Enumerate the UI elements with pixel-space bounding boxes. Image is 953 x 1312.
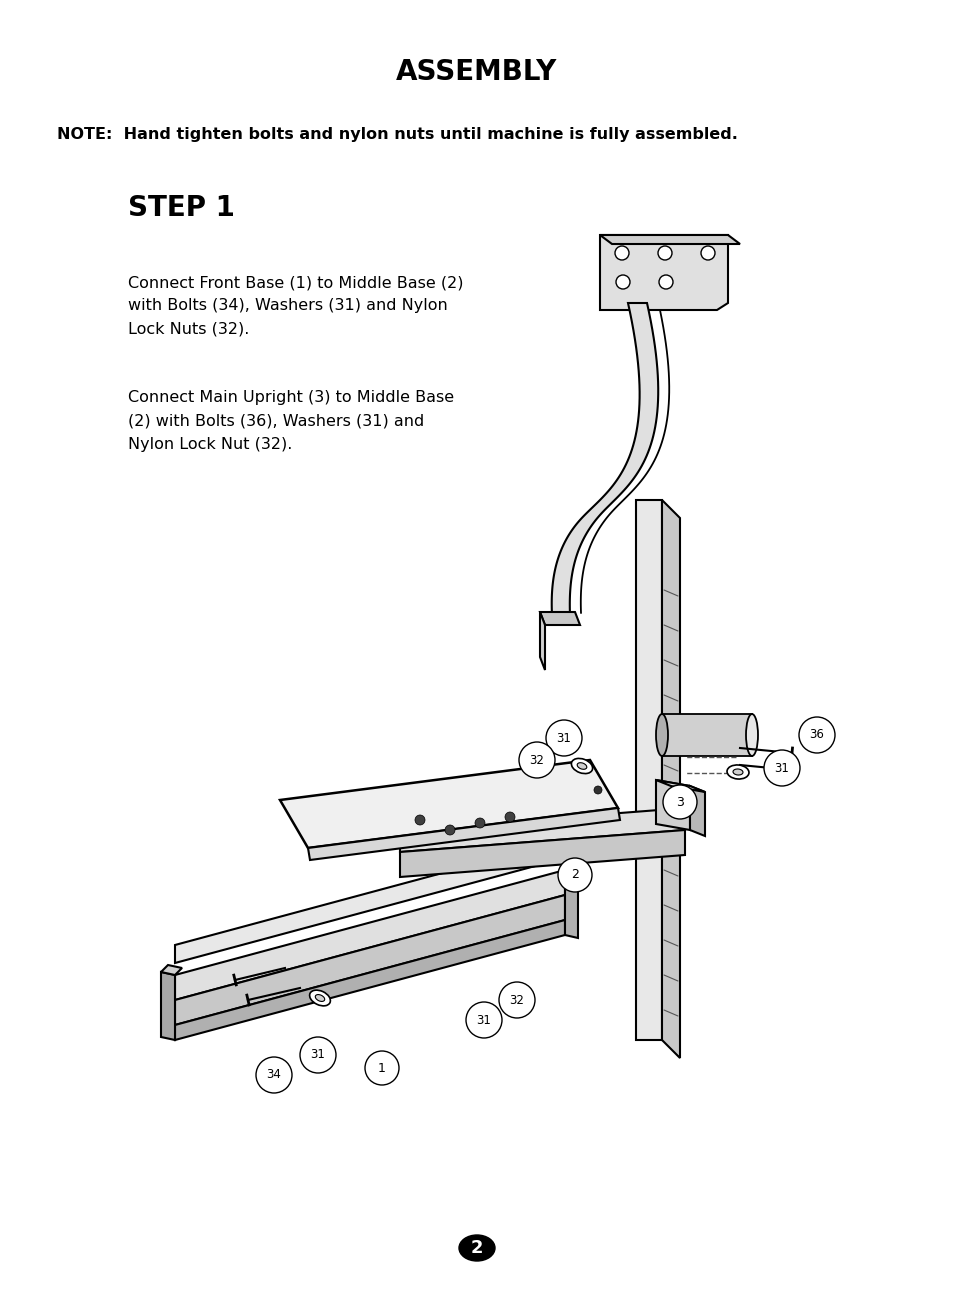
- Circle shape: [594, 786, 601, 794]
- Polygon shape: [689, 786, 704, 836]
- Ellipse shape: [310, 991, 330, 1006]
- Circle shape: [444, 825, 455, 834]
- Polygon shape: [174, 870, 564, 1000]
- Text: 34: 34: [266, 1068, 281, 1081]
- Text: STEP 1: STEP 1: [128, 194, 234, 222]
- Polygon shape: [656, 781, 689, 830]
- Polygon shape: [564, 870, 578, 938]
- Circle shape: [662, 785, 697, 819]
- Ellipse shape: [745, 714, 758, 756]
- Circle shape: [658, 247, 671, 260]
- Circle shape: [615, 247, 628, 260]
- Ellipse shape: [571, 758, 592, 774]
- Text: 3: 3: [676, 795, 683, 808]
- Ellipse shape: [656, 714, 667, 756]
- Circle shape: [504, 812, 515, 823]
- Polygon shape: [399, 830, 684, 876]
- Polygon shape: [174, 920, 564, 1040]
- Polygon shape: [280, 760, 618, 848]
- Ellipse shape: [577, 762, 586, 769]
- Text: NOTE:  Hand tighten bolts and nylon nuts until machine is fully assembled.: NOTE: Hand tighten bolts and nylon nuts …: [57, 127, 737, 143]
- Circle shape: [518, 743, 555, 778]
- Ellipse shape: [732, 769, 742, 775]
- Polygon shape: [551, 303, 658, 615]
- Text: 31: 31: [774, 761, 789, 774]
- Circle shape: [415, 815, 424, 825]
- Text: 32: 32: [509, 993, 524, 1006]
- Text: Connect Main Upright (3) to Middle Base
(2) with Bolts (36), Washers (31) and
Ny: Connect Main Upright (3) to Middle Base …: [128, 390, 454, 451]
- Text: 1: 1: [377, 1061, 386, 1075]
- Circle shape: [255, 1057, 292, 1093]
- Polygon shape: [599, 235, 727, 310]
- Polygon shape: [174, 895, 564, 1025]
- Text: 2: 2: [470, 1239, 483, 1257]
- Polygon shape: [636, 500, 661, 1040]
- Ellipse shape: [726, 765, 748, 779]
- Polygon shape: [539, 611, 544, 670]
- Circle shape: [299, 1036, 335, 1073]
- Polygon shape: [174, 840, 564, 963]
- Text: ASSEMBLY: ASSEMBLY: [395, 58, 558, 87]
- Circle shape: [659, 276, 672, 289]
- Polygon shape: [161, 972, 174, 1040]
- Text: 31: 31: [556, 732, 571, 744]
- Text: 31: 31: [311, 1048, 325, 1061]
- Circle shape: [700, 247, 714, 260]
- Text: 2: 2: [571, 869, 578, 882]
- Circle shape: [763, 750, 800, 786]
- Circle shape: [545, 720, 581, 756]
- Polygon shape: [539, 611, 579, 625]
- Circle shape: [616, 276, 629, 289]
- Circle shape: [475, 817, 484, 828]
- Text: 36: 36: [809, 728, 823, 741]
- Text: 31: 31: [476, 1013, 491, 1026]
- Polygon shape: [661, 500, 679, 1057]
- Circle shape: [498, 981, 535, 1018]
- Polygon shape: [399, 808, 684, 851]
- Polygon shape: [161, 966, 182, 975]
- Polygon shape: [656, 781, 704, 792]
- Text: 32: 32: [529, 753, 544, 766]
- Polygon shape: [599, 235, 740, 244]
- Ellipse shape: [314, 994, 324, 1001]
- Bar: [661, 714, 751, 756]
- Circle shape: [465, 1002, 501, 1038]
- Circle shape: [799, 716, 834, 753]
- Polygon shape: [308, 808, 619, 859]
- Circle shape: [365, 1051, 398, 1085]
- Ellipse shape: [458, 1235, 495, 1261]
- Circle shape: [558, 858, 592, 892]
- Text: Connect Front Base (1) to Middle Base (2)
with Bolts (34), Washers (31) and Nylo: Connect Front Base (1) to Middle Base (2…: [128, 276, 463, 337]
